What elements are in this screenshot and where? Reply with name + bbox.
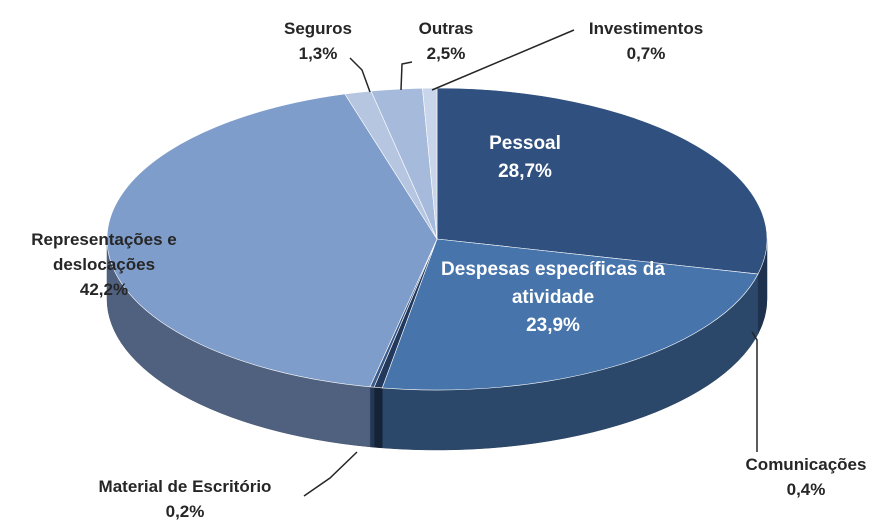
data-label: Outras 2,5% (396, 16, 496, 66)
leader-line (303, 451, 358, 497)
slice-group (106, 87, 768, 451)
value-label: 42,2% (79, 280, 129, 299)
data-label: Investimentos 0,7% (566, 16, 726, 66)
data-label: Seguros 1,3% (258, 16, 378, 66)
category-label: Outras (418, 19, 474, 38)
value-label: 23,9% (526, 315, 580, 336)
category-label: Pessoal (489, 133, 561, 154)
leader-line (431, 29, 575, 91)
value-label: 0,7% (626, 44, 666, 63)
category-label: Investimentos (588, 19, 704, 38)
leader-line (751, 331, 758, 452)
value-label: 1,3% (298, 44, 338, 63)
leader-line (349, 57, 371, 93)
value-label: 28,7% (498, 161, 552, 182)
slice-side (369, 386, 375, 448)
leader-line (400, 61, 413, 91)
data-label: Material de Escritório 0,2% (55, 474, 315, 524)
data-label: Representações e deslocações 42,2% (0, 227, 209, 302)
data-label: Comunicações 0,4% (721, 452, 888, 502)
category-label: Seguros (283, 19, 353, 38)
data-label: Pessoal 28,7% (425, 130, 625, 186)
category-label: Comunicações (745, 455, 867, 474)
slice (436, 87, 768, 275)
category-label: Despesas específicas da atividade (441, 259, 665, 308)
data-label: Despesas específicas da atividade 23,9% (428, 256, 678, 340)
category-label: Material de Escritório (98, 477, 272, 496)
value-label: 0,4% (786, 480, 826, 499)
category-label: Representações e deslocações (31, 230, 177, 274)
value-label: 0,2% (165, 502, 205, 521)
slice-side (373, 386, 383, 449)
slice (106, 93, 438, 388)
value-label: 2,5% (426, 44, 466, 63)
slice (381, 238, 759, 391)
